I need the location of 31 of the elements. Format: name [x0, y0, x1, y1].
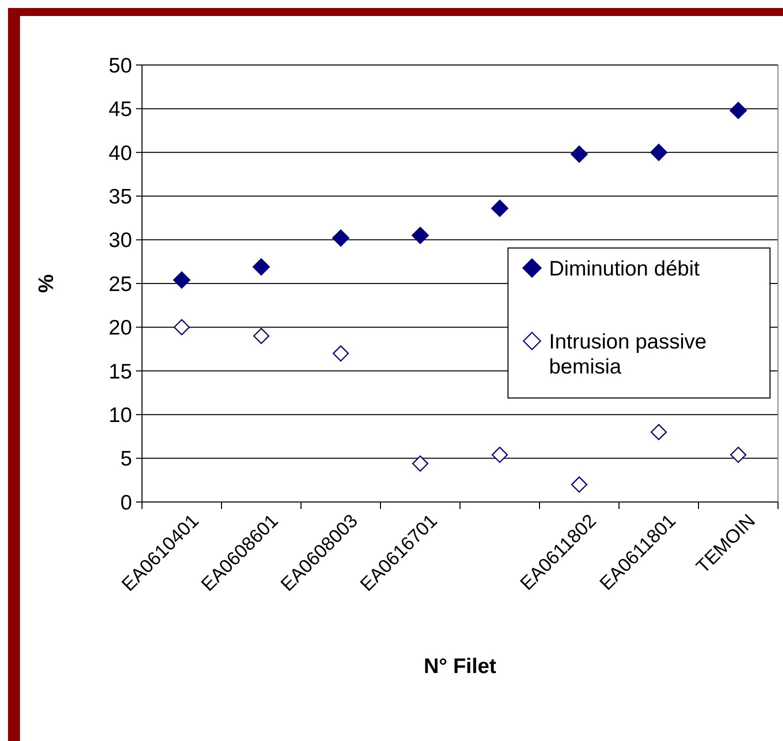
y-tick-label: 45 — [108, 98, 132, 122]
point — [492, 446, 508, 463]
legend-label: Intrusion passive bemisia — [549, 330, 707, 379]
y-tick-label: 15 — [108, 360, 132, 384]
point — [650, 144, 668, 161]
y-axis-title: % — [35, 274, 58, 293]
y-tick-label: 20 — [108, 316, 132, 340]
x-axis-title: N° Filet — [424, 655, 496, 678]
point — [174, 319, 190, 336]
point — [253, 328, 270, 344]
legend-label: Diminution débit — [549, 257, 700, 280]
point — [491, 200, 508, 217]
point — [412, 226, 429, 244]
point — [650, 424, 667, 440]
y-tick-label: 0 — [120, 491, 132, 514]
point — [332, 345, 349, 362]
point — [252, 258, 270, 276]
point — [173, 271, 190, 289]
y-tick-label: 5 — [120, 448, 132, 471]
point — [730, 102, 747, 120]
point — [730, 446, 746, 463]
y-tick-label: 50 — [108, 54, 132, 78]
point — [570, 146, 588, 163]
y-tick-label: 30 — [108, 229, 132, 252]
y-tick-label: 25 — [108, 272, 132, 296]
point — [332, 229, 350, 247]
y-tick-label: 40 — [108, 142, 132, 165]
y-tick-label: 35 — [108, 185, 132, 208]
point — [571, 476, 588, 493]
y-tick-label: 10 — [108, 404, 132, 427]
point — [412, 455, 428, 472]
